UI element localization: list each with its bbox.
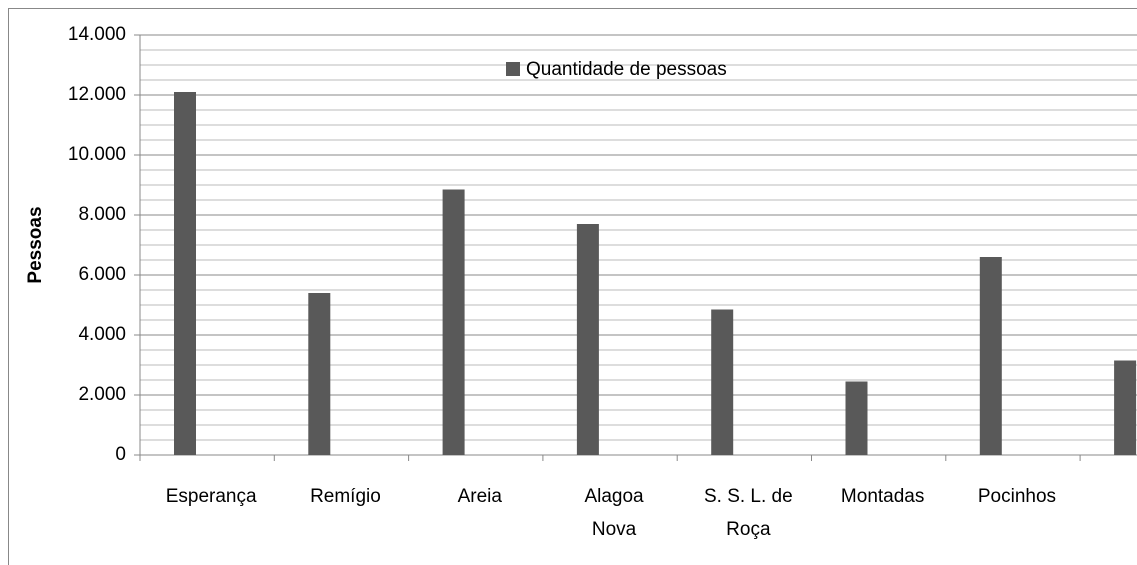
y-tick-label: 8.000	[78, 204, 126, 225]
y-tick-label: 4.000	[78, 324, 126, 345]
y-tick-label: 10.000	[68, 144, 126, 165]
bar	[576, 224, 599, 455]
x-tick-label: Pocinhos	[978, 486, 1056, 507]
x-tick-label: Esperança	[166, 486, 257, 507]
legend-swatch	[506, 62, 520, 76]
y-tick-label: 2.000	[78, 384, 126, 405]
bar	[979, 257, 1002, 455]
x-tick-label: Areia	[458, 486, 503, 507]
x-tick-label: Nova	[592, 519, 637, 540]
y-tick-label: 14.000	[68, 24, 126, 45]
y-axis-title: Pessoas	[25, 206, 46, 283]
x-tick-label: Montadas	[841, 486, 924, 507]
chart-border	[8, 8, 1137, 565]
bar	[711, 309, 734, 455]
bar	[845, 381, 868, 455]
bar	[308, 293, 331, 455]
y-tick-label: 0	[115, 444, 126, 465]
bar	[1114, 360, 1137, 455]
y-tick-label: 6.000	[78, 264, 126, 285]
bar	[174, 92, 196, 455]
bar	[442, 189, 465, 455]
x-tick-label: Alagoa	[584, 486, 644, 507]
y-tick-label: 12.000	[68, 84, 126, 105]
legend-label: Quantidade de pessoas	[526, 59, 727, 80]
x-tick-label: Remígio	[310, 486, 381, 507]
x-tick-label: S. S. L. de	[704, 486, 793, 507]
x-tick-label: Roça	[726, 519, 771, 540]
